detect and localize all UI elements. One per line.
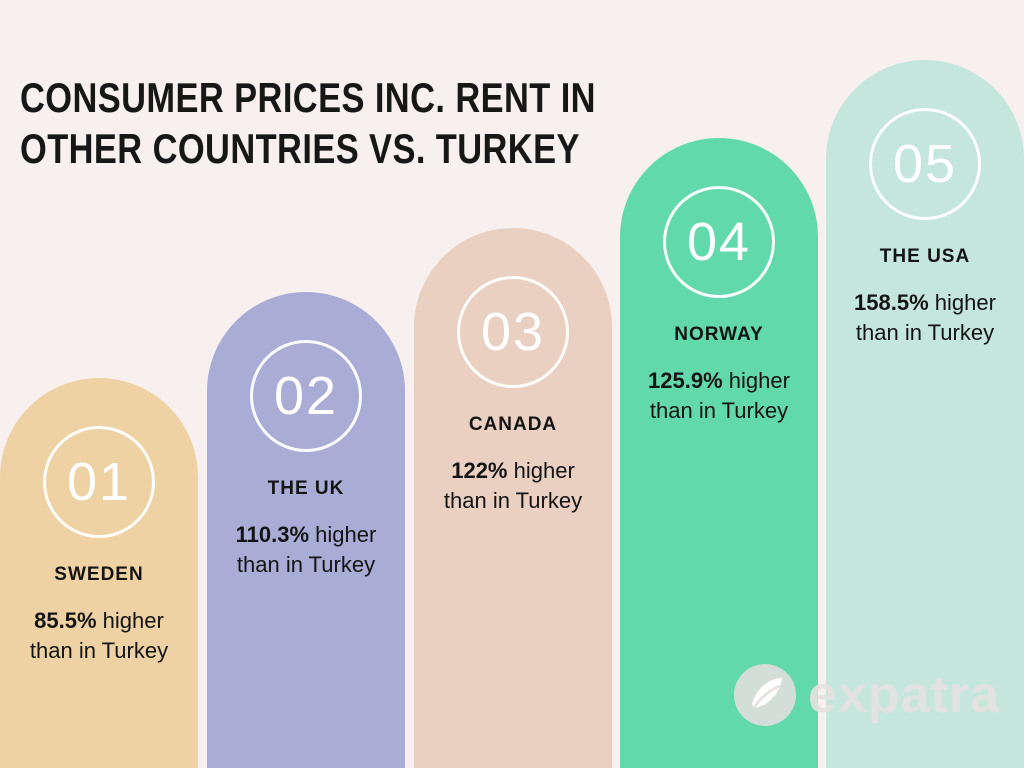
stat-value: 125.9% [648,368,723,393]
bar-canada: 03 CANADA 122% higher than in Turkey [414,228,612,768]
rank-number: 05 [892,134,958,194]
country-label: SWEDEN [54,564,144,585]
expatra-logo-text: expatra [808,666,1000,724]
expatra-leaf-icon [734,664,796,726]
rank-circle: 02 [250,340,362,452]
stat-suffix: higher [507,458,575,483]
country-label: NORWAY [674,324,764,345]
bar-the-uk: 02 THE UK 110.3% higher than in Turkey [207,292,405,768]
country-label: THE UK [267,478,345,499]
title-line-2: OTHER COUNTRIES VS. TURKEY [20,125,580,173]
rank-number: 01 [66,452,132,512]
stat-text: 85.5% higher than in Turkey [0,606,198,665]
rank-circle: 04 [663,186,775,298]
rank-number: 02 [273,366,339,426]
stat-suffix: higher [309,522,377,547]
stat-suffix: higher [722,368,790,393]
stat-suffix: higher [96,608,164,633]
stat-text: 158.5% higher than in Turkey [826,288,1024,347]
rank-circle: 05 [869,108,981,220]
bar-the-usa: 05 THE USA 158.5% higher than in Turkey [826,60,1024,768]
chart-title: CONSUMER PRICES INC. RENT IN OTHER COUNT… [20,72,596,174]
country-label: THE USA [879,246,971,267]
stat-line2: than in Turkey [29,637,169,663]
stat-value: 110.3% [235,522,310,547]
bar-norway: 04 NORWAY 125.9% higher than in Turkey [620,138,818,768]
stat-line2: than in Turkey [855,319,995,345]
title-line-1: CONSUMER PRICES INC. RENT IN [20,74,596,121]
stat-suffix: higher [928,290,996,315]
stat-value: 158.5% [854,290,929,315]
stat-value: 122% [451,458,508,483]
rank-number: 03 [480,302,546,362]
rank-number: 04 [686,212,752,272]
bar-sweden: 01 SWEDEN 85.5% higher than in Turkey [0,378,198,768]
stat-line2: than in Turkey [236,551,376,577]
stat-text: 125.9% higher than in Turkey [620,366,818,425]
stat-text: 110.3% higher than in Turkey [207,520,405,579]
rank-circle: 01 [43,426,155,538]
expatra-logo: expatra [734,664,1000,726]
stat-line2: than in Turkey [443,487,583,513]
stat-value: 85.5% [34,608,97,633]
rank-circle: 03 [457,276,569,388]
country-label: CANADA [468,414,558,435]
stat-line2: than in Turkey [649,397,789,423]
stat-text: 122% higher than in Turkey [414,456,612,515]
